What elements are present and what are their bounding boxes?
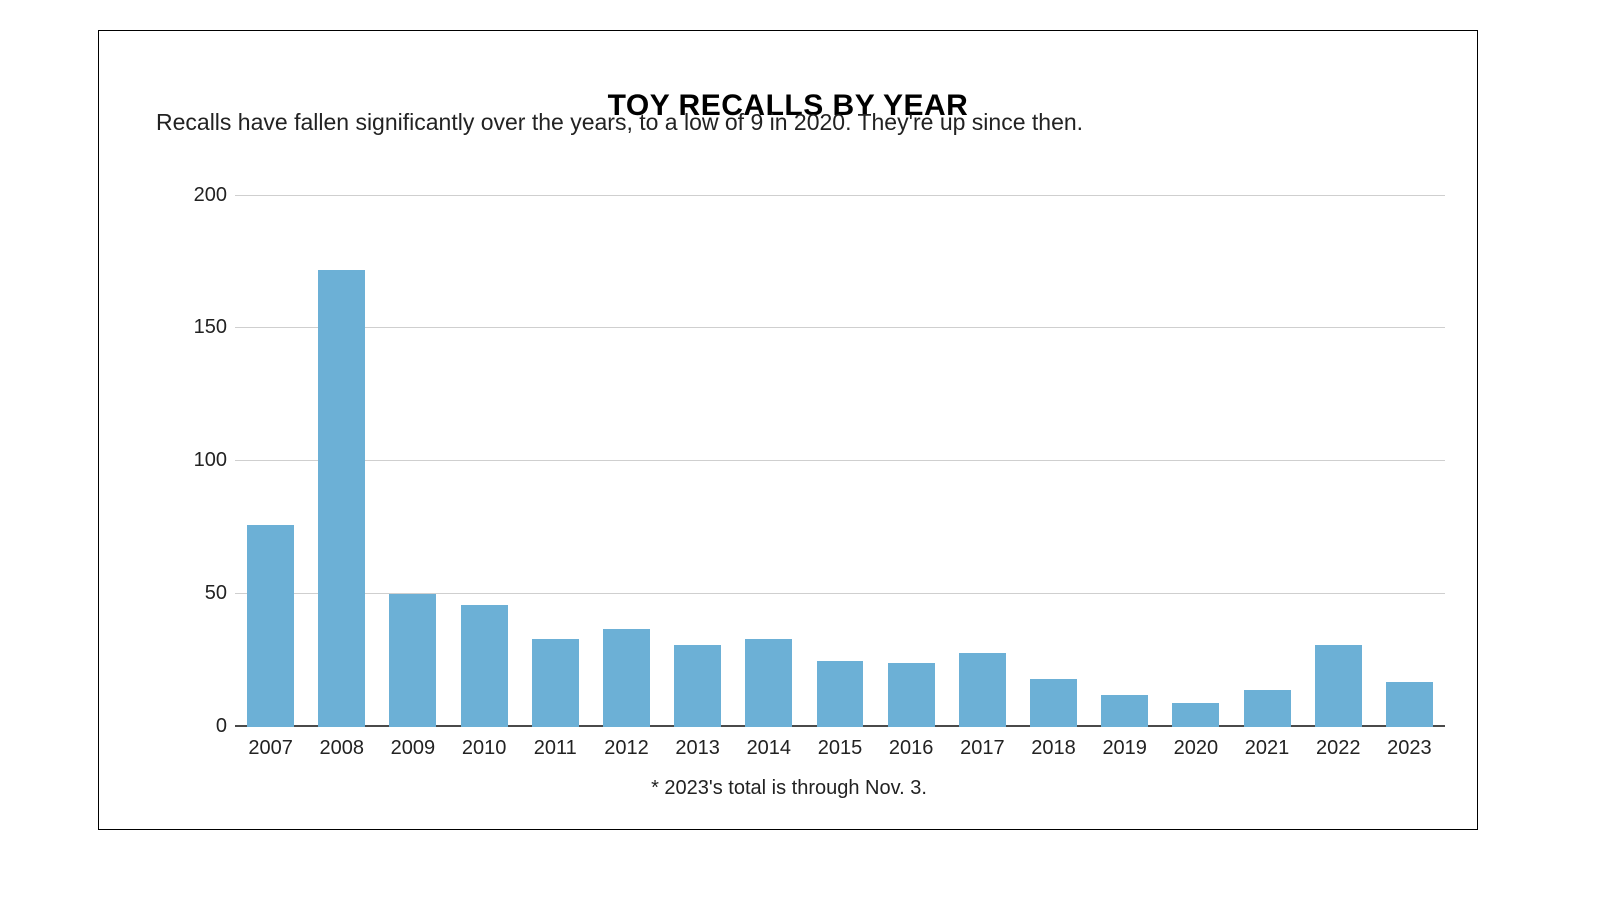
x-tick-label: 2014 [733, 737, 804, 760]
y-tick-label: 150 [167, 316, 227, 339]
x-tick-label: 2023 [1374, 737, 1445, 760]
chart-frame: TOY RECALLS BY YEAR Recalls have fallen … [98, 30, 1478, 830]
x-tick-label: 2011 [520, 737, 591, 760]
bar [1172, 703, 1219, 727]
bar [888, 663, 935, 727]
gridline [235, 327, 1445, 328]
bar [389, 594, 436, 727]
bar [1315, 645, 1362, 727]
x-tick-label: 2008 [306, 737, 377, 760]
y-tick-label: 50 [167, 582, 227, 605]
x-tick-label: 2022 [1303, 737, 1374, 760]
bar [817, 661, 864, 727]
plot-area [235, 169, 1445, 727]
y-tick-label: 0 [167, 715, 227, 738]
x-tick-label: 2007 [235, 737, 306, 760]
bar [1244, 690, 1291, 727]
bar [745, 639, 792, 727]
bar [1101, 695, 1148, 727]
bar [1030, 679, 1077, 727]
bar [959, 653, 1006, 727]
x-tick-label: 2019 [1089, 737, 1160, 760]
x-tick-label: 2013 [662, 737, 733, 760]
x-tick-label: 2012 [591, 737, 662, 760]
y-tick-label: 200 [167, 184, 227, 207]
x-tick-label: 2015 [804, 737, 875, 760]
y-tick-label: 100 [167, 449, 227, 472]
x-tick-label: 2020 [1160, 737, 1231, 760]
gridline [235, 195, 1445, 196]
chart-footnote: * 2023's total is through Nov. 3. [489, 777, 1089, 800]
x-tick-label: 2021 [1231, 737, 1302, 760]
gridline [235, 460, 1445, 461]
bar [318, 270, 365, 727]
x-tick-label: 2018 [1018, 737, 1089, 760]
chart-subtitle: Recalls have fallen significantly over t… [156, 109, 1083, 136]
bar [603, 629, 650, 727]
x-tick-label: 2010 [449, 737, 520, 760]
x-tick-label: 2017 [947, 737, 1018, 760]
bar [461, 605, 508, 727]
bar [532, 639, 579, 727]
x-tick-label: 2009 [377, 737, 448, 760]
x-tick-label: 2016 [876, 737, 947, 760]
bar [1386, 682, 1433, 727]
bar [674, 645, 721, 727]
chart-canvas: TOY RECALLS BY YEAR Recalls have fallen … [0, 0, 1600, 901]
bar [247, 525, 294, 727]
